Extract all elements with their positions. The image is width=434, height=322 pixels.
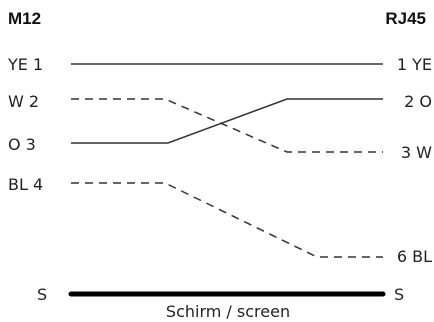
right-pin-6bl: 6 BL	[397, 247, 432, 266]
right-pin-2o: 2 O	[404, 92, 432, 111]
right-pin-s: S	[394, 285, 404, 304]
left-pin-o3: O 3	[8, 135, 36, 154]
left-pin-bl4: BL 4	[8, 175, 43, 194]
header-rj45: RJ45	[385, 9, 426, 28]
left-pin-s: S	[37, 285, 47, 304]
shield-caption: Schirm / screen	[166, 302, 290, 321]
right-pin-3w: 3 W	[401, 143, 432, 162]
left-pin-ye1: YE 1	[7, 55, 43, 74]
wire-w2-to-3w	[71, 98, 383, 153]
left-pin-w2: W 2	[8, 92, 39, 111]
wire-o3-to-2o	[71, 98, 383, 144]
wire-bl4-to-6bl	[71, 182, 383, 258]
right-pin-1ye: 1 YE	[397, 55, 432, 74]
header-m12: M12	[8, 9, 41, 28]
